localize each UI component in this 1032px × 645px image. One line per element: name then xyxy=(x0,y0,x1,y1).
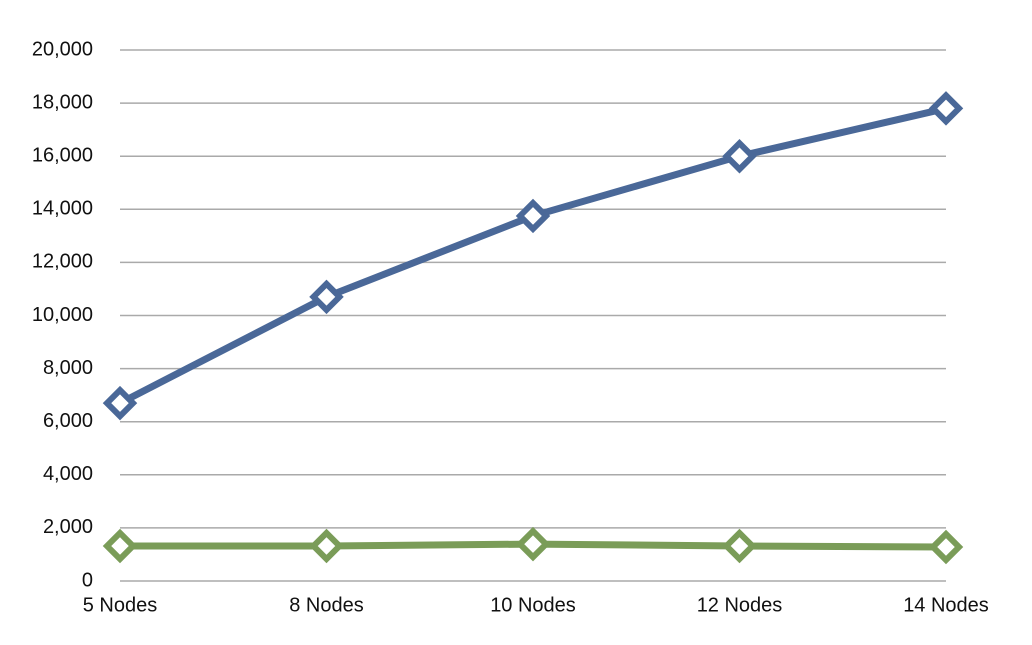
x-tick-label: 12 Nodes xyxy=(697,594,783,616)
x-tick-label: 10 Nodes xyxy=(490,594,576,616)
y-tick-label: 14,000 xyxy=(32,198,93,220)
x-tick-label: 14 Nodes xyxy=(903,594,989,616)
y-tick-label: 20,000 xyxy=(32,38,93,60)
marker xyxy=(722,138,757,174)
y-tick-label: 12,000 xyxy=(32,251,93,273)
marker xyxy=(515,198,551,234)
marker xyxy=(309,528,344,564)
y-tick-label: 8,000 xyxy=(43,357,93,379)
y-tick-label: 10,000 xyxy=(32,304,93,326)
y-tick-label: 2,000 xyxy=(43,516,93,538)
y-tick-label: 0 xyxy=(82,569,93,591)
y-tick-label: 18,000 xyxy=(32,91,93,113)
marker xyxy=(515,526,551,562)
x-tick-label: 5 Nodes xyxy=(83,594,158,616)
marker xyxy=(102,528,138,564)
x-tick-label: 8 Nodes xyxy=(289,594,364,616)
marker xyxy=(928,91,964,126)
marker xyxy=(102,385,138,421)
marker xyxy=(928,529,964,565)
y-tick-label: 6,000 xyxy=(43,410,93,432)
marker xyxy=(309,279,344,315)
y-tick-label: 16,000 xyxy=(32,144,93,166)
series-line xyxy=(118,105,947,407)
y-tick-label: 4,000 xyxy=(43,463,93,485)
marker xyxy=(722,528,757,564)
